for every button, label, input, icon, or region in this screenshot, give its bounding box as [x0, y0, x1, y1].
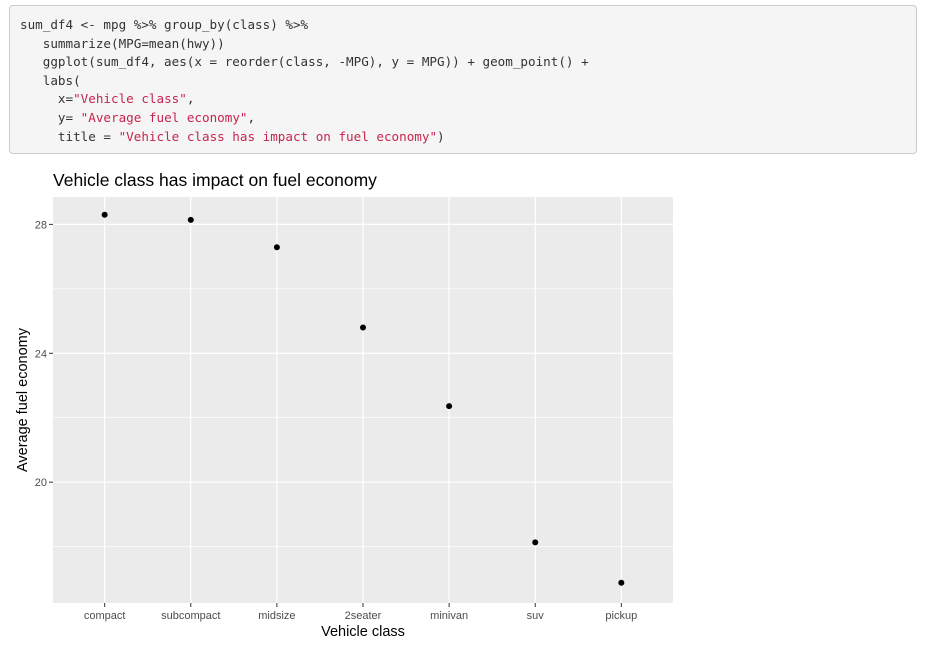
chart-title: Vehicle class has impact on fuel economy	[53, 170, 377, 190]
code-text: sum_df4 <- mpg %>% group_by(class) %>% s…	[20, 16, 906, 146]
code-line: labs(	[20, 72, 906, 91]
code-line: ggplot(sum_df4, aes(x = reorder(class, -…	[20, 53, 906, 72]
code-line: title = "Vehicle class has impact on fue…	[20, 128, 906, 147]
chart-svg: Vehicle class has impact on fuel economy…	[15, 170, 673, 640]
code-token: ,	[186, 91, 195, 107]
code-token: sum_df4 <- mpg %>% group_by(class) %>%	[20, 17, 309, 32]
data-points	[101, 211, 625, 586]
code-token: labs(	[20, 72, 81, 88]
x-tick-label: compact	[84, 610, 126, 622]
code-token: y=	[20, 109, 81, 125]
data-point	[101, 211, 108, 218]
code-line: y= "Average fuel economy",	[20, 109, 906, 128]
data-point	[273, 244, 280, 251]
code-token: summarize(MPG=mean(hwy))	[20, 35, 225, 51]
code-string: "Vehicle class has impact on fuel econom…	[118, 128, 438, 144]
code-line: sum_df4 <- mpg %>% group_by(class) %>%	[20, 16, 906, 35]
x-tick-label: suv	[527, 610, 545, 622]
code-token: x=	[20, 91, 74, 107]
code-token: ,	[247, 109, 256, 125]
major-gridlines	[53, 197, 673, 603]
x-axis-ticks: compact subcompact midsize 2seater minivan su…	[84, 603, 637, 622]
data-point	[187, 216, 194, 223]
data-point	[360, 324, 366, 331]
x-tick-label: 2seater	[345, 610, 382, 622]
code-block: sum_df4 <- mpg %>% group_by(class) %>% s…	[9, 5, 917, 154]
y-tick-label: 24	[35, 348, 47, 360]
y-tick-label: 20	[35, 477, 47, 489]
code-string: "Average fuel economy"	[80, 109, 248, 125]
code-token: title =	[20, 128, 119, 144]
x-axis-title: Vehicle class	[321, 624, 405, 640]
x-tick-label: minivan	[430, 610, 468, 622]
y-axis-ticks: 20 24 28	[35, 219, 53, 489]
code-token: )	[437, 128, 445, 144]
chart: Vehicle class has impact on fuel economy…	[0, 160, 935, 646]
code-line: x="Vehicle class",	[20, 90, 906, 109]
x-tick-label: midsize	[258, 610, 295, 622]
x-tick-label: subcompact	[161, 610, 220, 622]
y-tick-label: 28	[35, 219, 47, 231]
data-point	[618, 579, 625, 586]
code-token: ggplot(sum_df4, aes(x = reorder(class, -…	[20, 54, 589, 70]
code-string: "Vehicle class"	[73, 91, 187, 107]
data-point	[446, 403, 453, 410]
data-point	[532, 539, 539, 546]
y-axis-title: Average fuel economy	[15, 327, 31, 472]
x-tick-label: pickup	[605, 610, 637, 622]
code-line: summarize(MPG=mean(hwy))	[20, 35, 906, 54]
